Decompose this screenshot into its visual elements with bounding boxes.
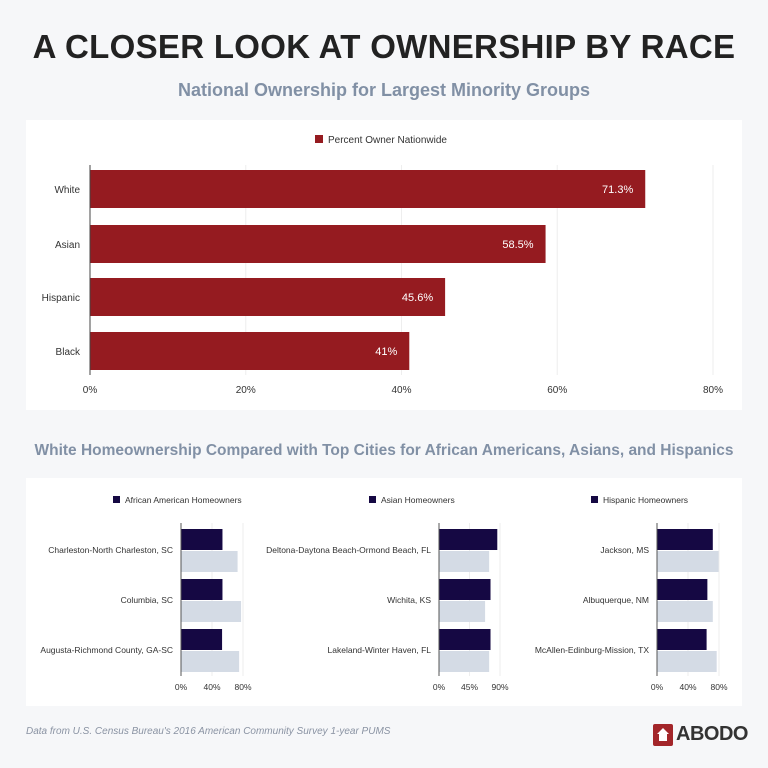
city-label: Lakeland-Winter Haven, FL	[328, 645, 432, 655]
city-comparison-charts: African American Homeowners 0% 40% 80% Charl…	[40, 495, 728, 692]
bar-white	[90, 170, 646, 208]
x-tick-label: 60%	[547, 385, 567, 396]
bar-white-homeowners	[181, 601, 242, 622]
section-subtitle-cities: White Homeownership Compared with Top Ci…	[34, 442, 734, 459]
bar-minority-homeowners	[181, 529, 223, 550]
legend-swatch	[591, 496, 598, 503]
legend-label: Asian Homeowners	[381, 495, 455, 505]
legend-swatch	[315, 135, 323, 143]
bar-white-homeowners	[439, 551, 490, 572]
bar-minority-homeowners	[439, 529, 498, 550]
city-label: Columbia, SC	[121, 595, 173, 605]
category-label: White	[54, 185, 80, 196]
data-label: 71.3%	[602, 184, 633, 196]
legend-label: Hispanic Homeowners	[603, 495, 688, 505]
bar-white-homeowners	[657, 601, 713, 622]
city-label: Jackson, MS	[600, 545, 649, 555]
x-tick-label: 0%	[651, 682, 664, 692]
x-tick-label: 80%	[234, 682, 251, 692]
legend-swatch	[113, 496, 120, 503]
legend-swatch	[369, 496, 376, 503]
x-tick-label: 0%	[175, 682, 188, 692]
section-subtitle-national: National Ownership for Largest Minority …	[177, 80, 591, 100]
legend-label: African American Homeowners	[125, 495, 242, 505]
category-label: Black	[56, 347, 81, 358]
bar-minority-homeowners	[657, 629, 707, 650]
bar-white-homeowners	[181, 651, 240, 672]
x-tick-label: 40%	[203, 682, 220, 692]
bar-white-homeowners	[439, 601, 486, 622]
city-label: Charleston-North Charleston, SC	[48, 545, 173, 555]
bar-minority-homeowners	[657, 579, 708, 600]
bar-white-homeowners	[181, 551, 238, 572]
bar-hispanic	[90, 278, 446, 316]
city-label: Deltona-Daytona Beach-Ormond Beach, FL	[266, 545, 431, 555]
logo-text: ABODO	[676, 723, 748, 745]
category-label: Hispanic	[42, 293, 80, 304]
national-ownership-chart: Percent Owner Nationwide 0% 20% 40% 60% 80% Wh…	[42, 135, 723, 396]
x-tick-label: 0%	[433, 682, 446, 692]
data-label: 58.5%	[502, 239, 533, 251]
city-label: Augusta-Richmond County, GA-SC	[40, 645, 173, 655]
bar-asian	[90, 225, 546, 263]
x-tick-label: 40%	[679, 682, 696, 692]
city-label: Wichita, KS	[387, 595, 431, 605]
bar-minority-homeowners	[439, 629, 491, 650]
bar-minority-homeowners	[181, 629, 223, 650]
x-tick-label: 90%	[491, 682, 508, 692]
legend-label: Percent Owner Nationwide	[328, 135, 447, 146]
x-tick-label: 80%	[703, 385, 723, 396]
data-label: 41%	[375, 346, 397, 358]
city-label: McAllen-Edinburg-Mission, TX	[535, 645, 649, 655]
house-icon	[653, 723, 673, 746]
bar-white-homeowners	[657, 651, 717, 672]
national-chart-panel: Percent Owner Nationwide 0% 20% 40% 60% 80% Wh…	[26, 120, 742, 410]
bar-minority-homeowners	[439, 579, 491, 600]
x-tick-label: 0%	[83, 385, 98, 396]
abodo-logo: ABODO	[653, 723, 748, 746]
bar-minority-homeowners	[657, 529, 713, 550]
bar-white-homeowners	[439, 651, 490, 672]
x-tick-label: 45%	[461, 682, 478, 692]
category-label: Asian	[55, 240, 80, 251]
page-title: A CLOSER LOOK AT OWNERSHIP BY RACE	[32, 28, 736, 65]
bar-white-homeowners	[657, 551, 719, 572]
city-label: Albuquerque, NM	[583, 595, 649, 605]
source-note: Data from U.S. Census Bureau's 2016 Amer…	[26, 726, 391, 737]
bar-black	[90, 332, 410, 370]
x-tick-label: 20%	[236, 385, 256, 396]
data-label: 45.6%	[402, 292, 433, 304]
x-tick-label: 40%	[391, 385, 411, 396]
x-tick-label: 80%	[710, 682, 727, 692]
city-charts-panel: African American Homeowners 0% 40% 80% Charl…	[26, 478, 742, 706]
bar-minority-homeowners	[181, 579, 223, 600]
